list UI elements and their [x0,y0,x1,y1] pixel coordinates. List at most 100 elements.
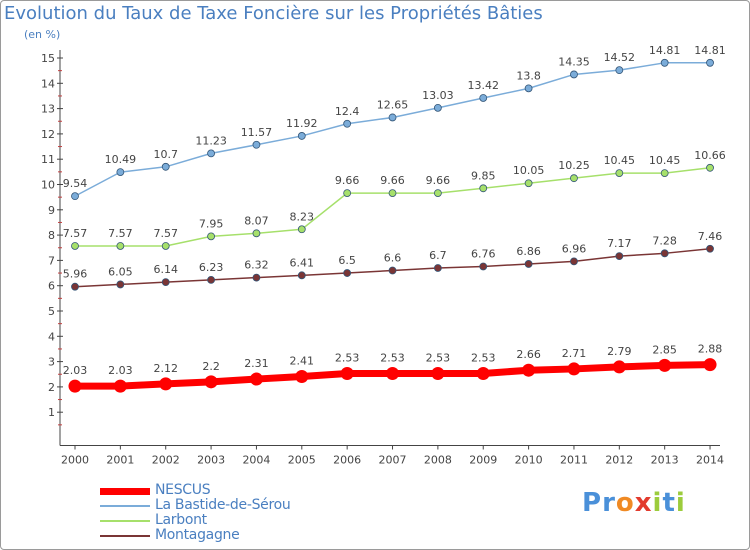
data-point [570,70,578,79]
data-label: 2.53 [335,351,360,364]
data-point [433,189,442,198]
y-tick-label: 13 [41,103,55,116]
y-tick-label: 3 [48,356,55,369]
data-label: 9.66 [380,174,405,187]
data-point [159,377,173,391]
data-point [612,360,626,374]
data-label: 8.23 [290,210,315,223]
data-point [116,242,125,250]
data-label: 6.7 [429,249,447,262]
data-label: 11.57 [241,126,273,139]
data-point [297,225,306,234]
x-tick-label: 2010 [515,454,543,467]
data-label: 12.65 [377,98,409,111]
y-tick-label: 1 [48,406,55,419]
data-label: 9.54 [63,177,88,190]
data-point [522,363,536,377]
unit-label: (en %) [24,28,61,41]
y-tick-label: 14 [41,77,55,90]
data-point [570,257,578,266]
data-point [207,275,215,284]
y-tick-label: 15 [41,52,55,65]
data-label: 7.28 [652,234,677,247]
y-tick-label: 7 [48,254,55,267]
data-point [703,358,717,372]
data-label: 6.14 [153,263,178,276]
x-tick-label: 2014 [696,454,724,467]
data-point [386,366,400,380]
data-label: 6.76 [471,247,496,260]
data-label: 2.31 [244,357,269,370]
data-label: 10.25 [558,159,590,172]
data-label: 2.53 [471,351,496,364]
data-point [524,84,533,93]
data-label: 14.81 [694,44,726,57]
data-point [706,244,714,253]
data-label: 7.17 [607,237,632,250]
data-label: 11.92 [286,117,318,130]
legend-swatch [100,505,150,507]
data-point [297,271,306,280]
data-point [252,140,261,149]
x-tick-label: 2009 [469,454,497,467]
data-label: 7.57 [63,227,88,240]
data-label: 11.23 [195,134,227,147]
legend-label: Montagagne [155,527,240,543]
data-point [431,366,445,380]
data-point [660,249,669,258]
data-label: 10.05 [513,164,545,177]
data-label: 10.7 [153,148,178,161]
y-tick-label: 10 [41,179,55,192]
data-label: 2.88 [698,343,723,356]
x-tick-label: 2001 [106,454,134,467]
data-label: 2.41 [290,355,315,368]
data-point [207,149,215,158]
data-label: 6.32 [244,259,269,272]
x-tick-label: 2012 [605,454,633,467]
data-label: 10.45 [604,154,636,167]
data-label: 7.57 [108,227,133,240]
data-label: 13.42 [467,79,499,92]
data-point [204,375,218,389]
data-point [479,262,488,271]
x-tick-label: 2013 [651,454,679,467]
data-label: 9.66 [426,174,451,187]
data-label: 14.81 [649,44,681,57]
legend-label: Larbont [155,512,207,528]
y-tick-label: 2 [48,381,55,394]
x-tick-label: 2006 [333,454,361,467]
y-tick-label: 8 [48,229,55,242]
legend-label: La Bastide-de-Sérou [155,497,291,513]
data-label: 9.85 [471,169,496,182]
data-label: 2.53 [380,351,405,364]
data-point [295,370,309,384]
data-label: 13.8 [516,69,541,82]
data-point [343,269,352,277]
data-label: 6.5 [338,254,356,267]
data-point [252,273,261,282]
data-label: 2.79 [607,345,632,358]
data-label: 2.53 [426,351,451,364]
data-label: 14.35 [558,55,590,68]
y-tick-label: 9 [48,204,55,217]
data-label: 2.12 [153,362,178,375]
x-tick-label: 2007 [379,454,407,467]
data-point [343,189,352,198]
data-point [68,379,82,393]
data-label: 2.03 [108,364,133,377]
data-label: 7.95 [199,217,224,230]
data-point [71,282,79,291]
data-label: 5.96 [63,268,88,281]
data-label: 7.57 [153,227,178,240]
data-label: 2.85 [652,343,677,356]
data-label: 7.46 [698,230,723,243]
data-point [113,379,127,393]
x-tick-label: 2005 [288,454,316,467]
data-label: 10.45 [649,154,681,167]
data-label: 14.52 [604,51,636,64]
chart-title: Evolution du Taux de Taxe Foncière sur l… [4,3,543,24]
data-point [71,242,79,250]
data-label: 6.41 [290,256,315,269]
data-point [476,366,490,380]
